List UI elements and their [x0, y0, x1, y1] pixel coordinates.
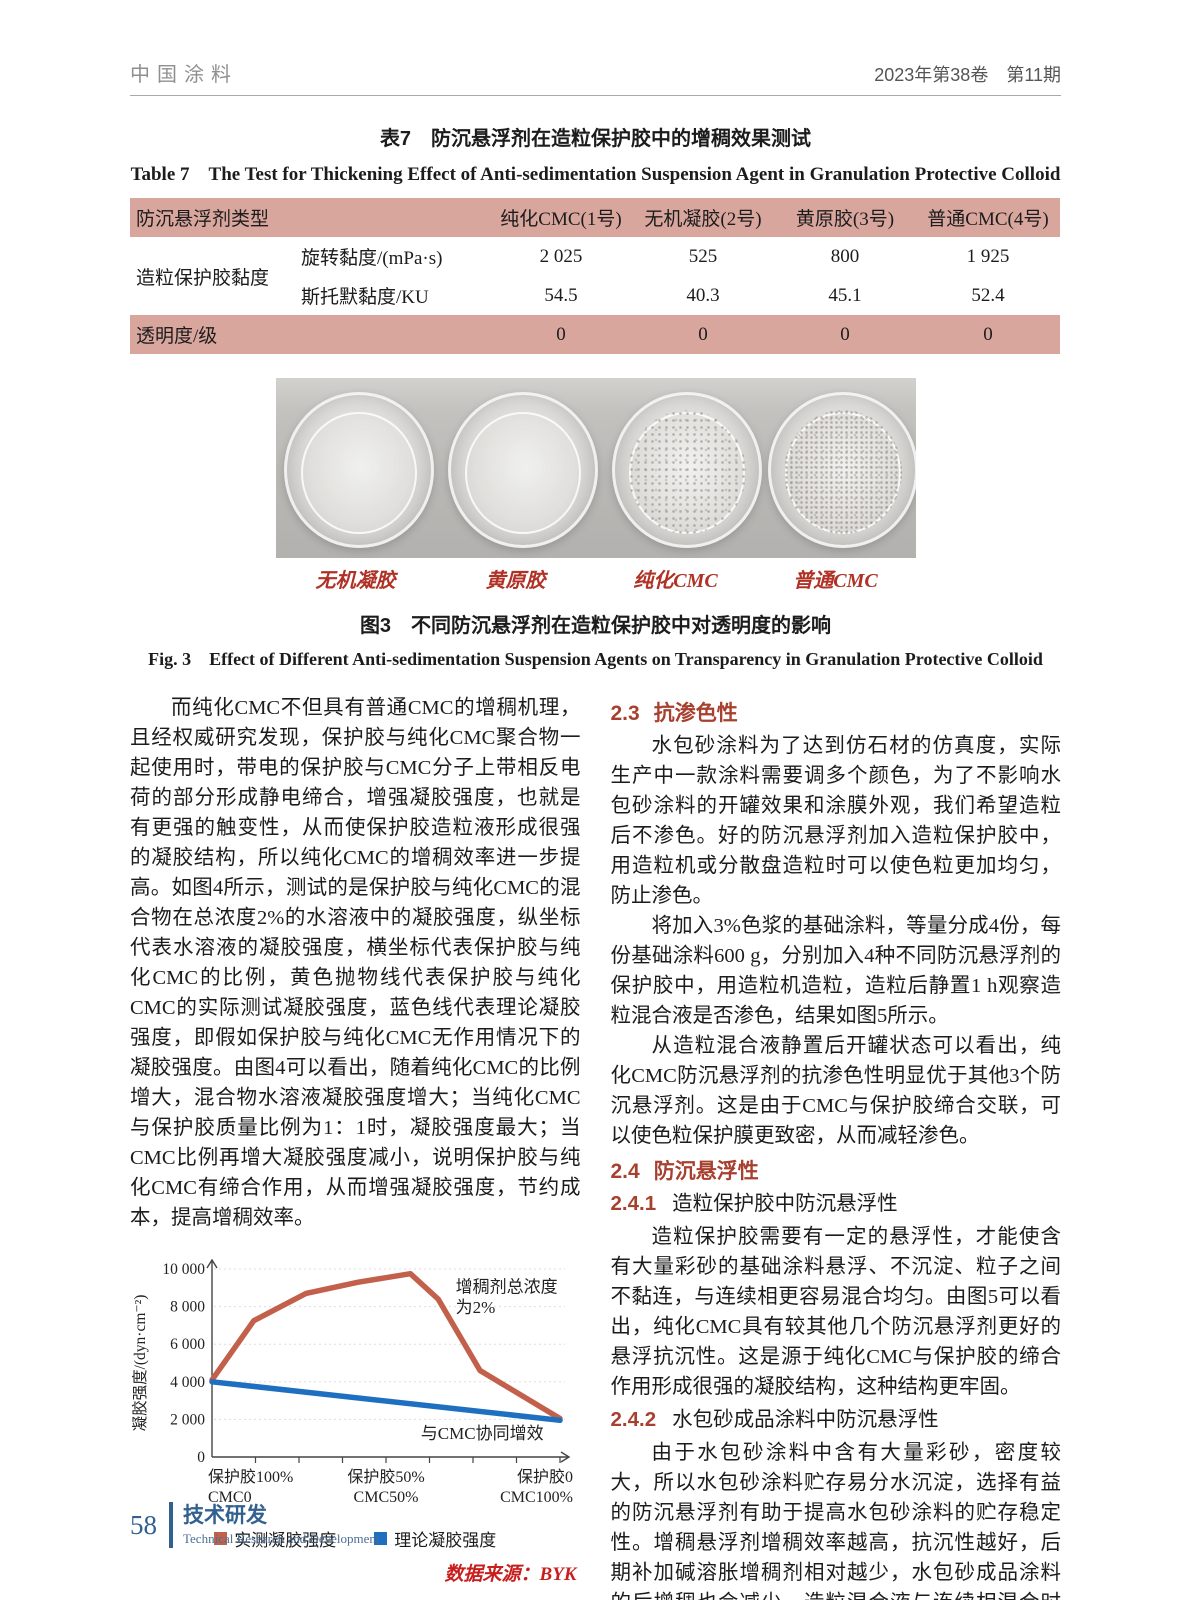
section-number: 2.3	[610, 702, 640, 725]
body-paragraph: 水包砂涂料为了达到仿石材的仿真度，实际生产中一款涂料需要调多个颜色，为了不影响水…	[610, 735, 1062, 907]
legend-label: 理论凝胶强度	[394, 1531, 497, 1550]
svg-text:保护胶100%: 保护胶100%	[208, 1468, 293, 1486]
svg-text:与CMC协同增效: 与CMC协同增效	[421, 1424, 544, 1443]
table-cell: 0	[774, 315, 916, 354]
footer-section: 技术研发 Technical Research and Development	[183, 1504, 380, 1547]
table-header-cell: 无机凝胶(2号)	[632, 198, 774, 237]
svg-text:增稠剂总浓度: 增稠剂总浓度	[456, 1278, 558, 1297]
figure4-legend: 实测凝胶强度 理论凝胶强度	[130, 1526, 581, 1551]
table-row: 斯托默黏度/KU 54.5 40.3 45.1 52.4	[130, 276, 1060, 315]
subsection-heading-2-4-2: 2.4.2 水包砂成品涂料中防沉悬浮性	[611, 1405, 1062, 1435]
table-cell: 0	[490, 315, 632, 354]
left-column: 而纯化CMC不但具有普通CMC的增稠机理，且经权威研究发现，保护胶与纯化CMC聚…	[130, 693, 581, 1600]
section-title: 防沉悬浮性	[653, 1160, 759, 1183]
svg-text:CMC50%: CMC50%	[354, 1489, 419, 1506]
svg-text:凝胶强度/(dyn·cm⁻²): 凝胶强度/(dyn·cm⁻²)	[131, 1295, 149, 1432]
svg-text:保护胶0: 保护胶0	[517, 1468, 573, 1486]
beaker-ordinary-cmc	[767, 392, 916, 548]
subsection-title: 水包砂成品涂料中防沉悬浮性	[672, 1409, 939, 1431]
beaker-purified-cmc	[611, 392, 762, 548]
subsection-title: 造粒保护胶中防沉悬浮性	[672, 1193, 898, 1215]
right-column: 2.3 抗渗色性 水包砂涂料为了达到仿石材的仿真度，实际生产中一款涂料需要调多个颜…	[611, 693, 1062, 1600]
svg-text:4 000: 4 000	[170, 1374, 205, 1391]
table-cell: 54.5	[544, 284, 578, 306]
figure4-chart: 0 2 000 4 000 6 000 8 000 10 000 凝胶强度/(dyn·cm⁻…	[131, 1258, 573, 1506]
table-cell: 525	[688, 245, 718, 267]
data-source-note: 数据来源：BYK	[444, 1564, 577, 1585]
table-row: 造粒保护胶黏度 旋转黏度/(mPa·s) 2 025 525 800 1 925	[130, 237, 1060, 289]
table-cell: 0	[632, 315, 774, 354]
svg-text:CMC100%: CMC100%	[500, 1489, 573, 1506]
theoretical-series-swatch	[374, 1532, 388, 1545]
svg-text:2 000: 2 000	[170, 1411, 205, 1428]
figure3-beaker-labels: 无机凝胶 黄原胶 纯化CMC 普通CMC	[276, 564, 916, 593]
page-footer: 58 技术研发 Technical Research and Developme…	[130, 1502, 380, 1548]
table-header-cell: 纯化CMC(1号)	[490, 198, 632, 237]
running-head: 中国涂料 2023年第38卷 第11期	[130, 58, 1061, 96]
legend-label: 实测凝胶强度	[234, 1531, 337, 1550]
beaker-label: 黄原胶	[485, 570, 546, 592]
subsection-number: 2.4.2	[610, 1408, 657, 1431]
footer-section-en: Technical Research and Development	[183, 1530, 380, 1546]
table7-title-en: Table 7 The Test for Thickening Effect o…	[130, 164, 1061, 185]
table-header-cell: 防沉悬浮剂类型	[130, 198, 490, 237]
svg-text:0: 0	[197, 1449, 205, 1466]
subsection-number: 2.4.1	[610, 1192, 657, 1215]
section-heading-2-4: 2.4 防沉悬浮性	[611, 1155, 1062, 1185]
body-paragraph: 而纯化CMC不但具有普通CMC的增稠机理，且经权威研究发现，保护胶与纯化CMC聚…	[130, 697, 581, 1229]
table-cell: 斯托默黏度/KU	[301, 287, 429, 308]
measured-series-swatch	[214, 1532, 228, 1545]
table-row: 透明度/级 0 0 0 0	[130, 315, 1060, 354]
table-header-cell: 普通CMC(4号)	[916, 198, 1060, 237]
footer-section-cn: 技术研发	[183, 1503, 267, 1527]
section-heading-2-3: 2.3 抗渗色性	[611, 697, 1062, 727]
body-paragraph: 由于水包砂涂料中含有大量彩砂，密度较大，所以水包砂涂料贮存易分水沉淀，选择有益的…	[610, 1442, 1062, 1600]
issue-info: 2023年第38卷 第11期	[874, 65, 1061, 85]
table-cell: 旋转黏度/(mPa·s)	[301, 248, 443, 269]
svg-text:6 000: 6 000	[170, 1336, 205, 1353]
table7-title-cn: 表7 防沉悬浮剂在造粒保护胶中的增稠效果测试	[379, 128, 812, 150]
beaker-inorganic-gel	[283, 392, 434, 548]
table-row: 防沉悬浮剂类型 纯化CMC(1号) 无机凝胶(2号) 黄原胶(3号) 普通CMC…	[130, 198, 1060, 237]
svg-text:保护胶50%: 保护胶50%	[347, 1468, 424, 1486]
table-cell: 2 025	[539, 245, 583, 267]
table-header-cell: 黄原胶(3号)	[774, 198, 916, 237]
journal-name: 中国涂料	[130, 64, 238, 86]
section-number: 2.4	[610, 1160, 640, 1183]
svg-text:8 000: 8 000	[170, 1299, 205, 1316]
table-cell: 40.3	[686, 284, 720, 306]
figure3-caption-en: Fig. 3 Effect of Different Anti-sediment…	[148, 649, 1043, 669]
svg-text:CMC0: CMC0	[208, 1489, 252, 1506]
beaker-xanthan-gum	[447, 392, 598, 548]
section-title: 抗渗色性	[653, 702, 738, 725]
svg-text:为2%: 为2%	[456, 1298, 496, 1317]
page-number: 58	[130, 1509, 157, 1540]
beaker-label: 普通CMC	[793, 570, 878, 592]
subsection-heading-2-4-1: 2.4.1 造粒保护胶中防沉悬浮性	[611, 1189, 1062, 1219]
legend-item: 理论凝胶强度	[374, 1526, 496, 1551]
body-columns: 而纯化CMC不但具有普通CMC的增稠机理，且经权威研究发现，保护胶与纯化CMC聚…	[130, 693, 1061, 1600]
table-cell: 0	[916, 315, 1060, 354]
beaker-label: 纯化CMC	[633, 570, 718, 592]
svg-text:10 000: 10 000	[162, 1261, 205, 1278]
figure3-caption-cn: 图3 不同防沉悬浮剂在造粒保护胶中对透明度的影响	[359, 615, 832, 637]
table-cell: 1 925	[966, 245, 1010, 267]
table-cell: 52.4	[971, 284, 1005, 306]
table-cell: 45.1	[828, 284, 862, 306]
body-paragraph: 造粒保护胶需要有一定的悬浮性，才能使含有大量彩砂的基础涂料悬浮、不沉淀、粒子之间…	[610, 1226, 1062, 1398]
footer-divider	[169, 1502, 173, 1548]
body-paragraph: 将加入3%色浆的基础涂料，等量分成4份，每份基础涂料600 g，分别加入4种不同…	[610, 915, 1062, 1027]
beaker-label: 无机凝胶	[315, 570, 396, 592]
table-cell: 800	[830, 245, 860, 267]
table7: 防沉悬浮剂类型 纯化CMC(1号) 无机凝胶(2号) 黄原胶(3号) 普通CMC…	[130, 198, 1060, 354]
body-paragraph: 从造粒混合液静置后开罐状态可以看出，纯化CMC防沉悬浮剂的抗渗色性明显优于其他3…	[610, 1035, 1062, 1147]
legend-item: 实测凝胶强度	[214, 1526, 336, 1551]
table-cell: 透明度/级	[130, 315, 490, 354]
figure3-photo	[275, 378, 916, 558]
figure4-block: 0 2 000 4 000 6 000 8 000 10 000 凝胶强度/(dyn·cm⁻…	[130, 1247, 581, 1600]
table-group-label: 造粒保护胶黏度	[136, 267, 270, 289]
